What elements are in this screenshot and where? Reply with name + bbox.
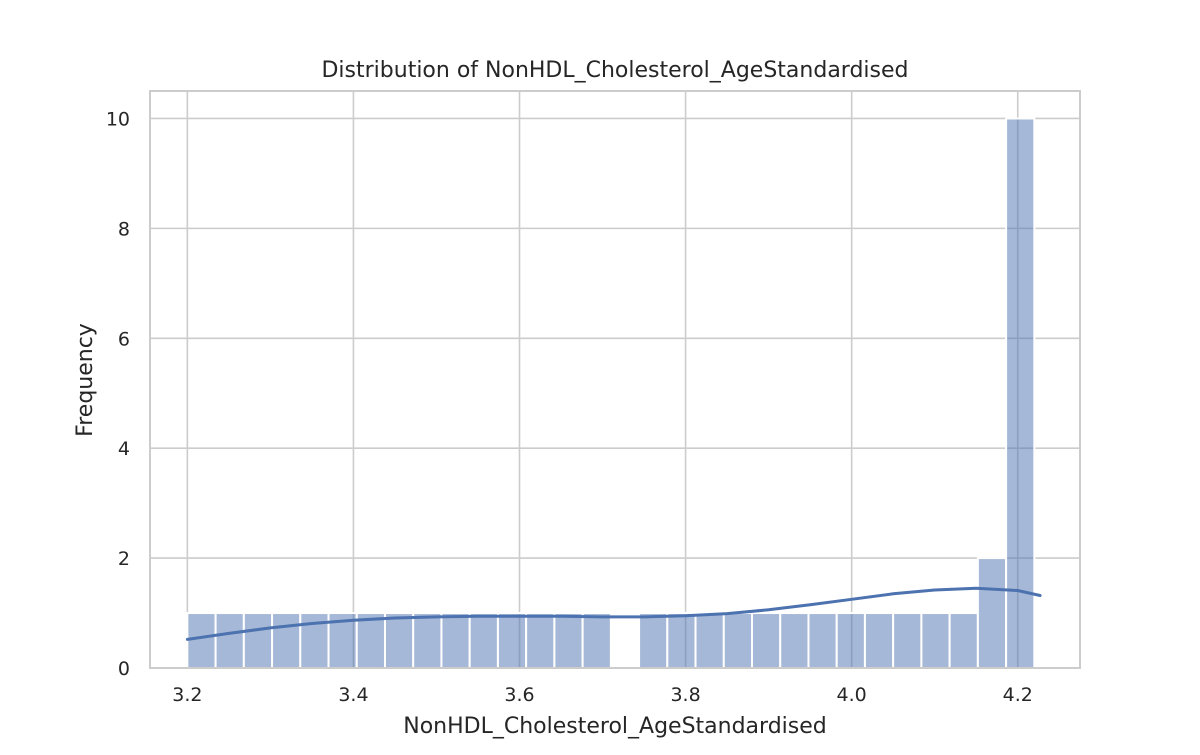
histogram-bar: [271, 612, 302, 669]
x-tick-label: 3.2: [172, 684, 202, 706]
histogram-bar: [751, 612, 782, 669]
histogram-bar: [581, 612, 612, 669]
histogram-bar: [976, 557, 1008, 669]
x-tick-label: 4.2: [1003, 684, 1033, 706]
histogram-bar: [948, 612, 979, 669]
histogram-bar: [468, 612, 499, 669]
x-tick-label: 3.8: [670, 684, 700, 706]
x-axis-label: NonHDL_Cholesterol_AgeStandardised: [403, 714, 826, 739]
histogram-bar: [722, 612, 754, 669]
histogram-bar: [214, 612, 245, 669]
chart-title: Distribution of NonHDL_Cholesterol_AgeSt…: [321, 58, 908, 83]
y-tick-label: 2: [118, 548, 130, 570]
x-tick-label: 4.0: [837, 684, 867, 706]
histogram-bar: [892, 612, 923, 669]
y-tick-label: 6: [118, 328, 130, 350]
histogram-bar: [186, 612, 217, 669]
histogram-bar: [863, 612, 895, 669]
plot-frame: [149, 90, 1081, 669]
histogram-bar: [807, 612, 838, 669]
histogram-bar: [242, 612, 274, 669]
histogram-bar: [496, 612, 528, 669]
kde-curve: [185, 586, 1042, 641]
y-tick-label: 8: [118, 218, 130, 240]
histogram-bar: [412, 612, 443, 669]
x-axis-ticks: 3.2 3.4 3.6 3.8 4.0 4.2: [172, 684, 1033, 706]
histogram-bar: [440, 612, 471, 669]
histogram-bar: [525, 612, 556, 669]
histogram-bars: [186, 117, 1036, 669]
y-axis-label: Frequency: [73, 323, 98, 437]
histogram-bar: [638, 612, 669, 669]
x-tick-label: 3.4: [338, 684, 368, 706]
y-axis-ticks: 0 2 4 6 8 10: [106, 108, 130, 680]
histogram-bar: [779, 612, 810, 669]
y-tick-label: 4: [118, 438, 130, 460]
histogram-bar: [694, 612, 725, 669]
histogram-bar: [835, 612, 866, 669]
y-tick-label: 0: [118, 658, 130, 680]
x-tick-label: 3.6: [504, 684, 534, 706]
histogram-bar: [666, 612, 697, 669]
histogram-bar: [1005, 117, 1036, 669]
histogram-bar: [553, 612, 584, 669]
grid: [150, 91, 1080, 669]
histogram-bar: [920, 612, 951, 669]
y-tick-label: 10: [106, 108, 130, 130]
histogram-bar: [383, 612, 415, 669]
